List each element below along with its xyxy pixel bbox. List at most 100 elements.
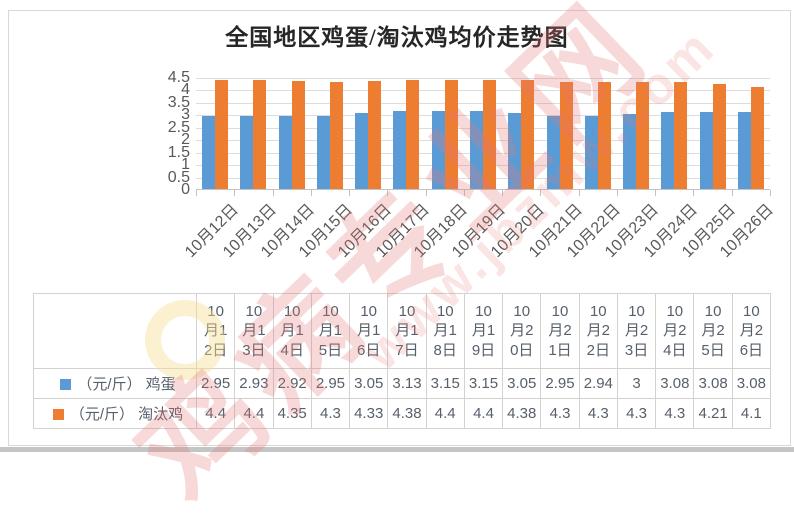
culled-chicken-bar: [368, 81, 382, 189]
table-empty-corner-cell: [33, 293, 197, 369]
table-header-cell-date: 10 月1 2日: [195, 293, 236, 369]
culled-chicken-bar: [750, 86, 764, 189]
legend-cell-egg: （元/斤） 鸡蛋: [33, 368, 197, 399]
gridline: [196, 78, 770, 79]
table-value-cell: 4.38: [502, 398, 542, 429]
y-axis-label: 1: [181, 156, 190, 174]
table-header-cell-date: 10 月2 5日: [693, 293, 733, 369]
legend-cell-culled-chicken: （元/斤） 淘汰鸡: [33, 398, 197, 429]
table-header-cell-date: 10 月1 8日: [425, 293, 465, 369]
table-header-cell-date: 10 月1 4日: [272, 293, 312, 369]
table-row-culled-chicken: （元/斤） 淘汰鸡 4.4 4.4 4.35 4.3 4.33 4.38 4.4 4.4 4.38…: [33, 398, 772, 429]
egg-bar: [393, 111, 407, 189]
table-row-egg: （元/斤） 鸡蛋 2.95 2.93 2.92 2.95 3.05 3.13 3.15 3.15…: [33, 368, 772, 399]
table-header-cell-date: 10 月2 1日: [540, 293, 580, 369]
legend-swatch-icon: [60, 379, 72, 390]
egg-bar: [546, 115, 560, 189]
egg-bar: [737, 112, 751, 189]
egg-bar: [278, 116, 292, 189]
table-header-cell-date: 10 月1 6日: [349, 293, 389, 369]
table-value-cell: 3.08: [655, 368, 695, 399]
table-header-cell-date: 10 月1 7日: [387, 293, 427, 369]
table-value-cell: 3.08: [693, 368, 733, 399]
y-axis-label: 1.5: [167, 143, 190, 161]
table-value-cell: 3.15: [425, 368, 465, 399]
table-value-cell: 4.3: [655, 398, 695, 429]
table-value-cell: 4.3: [616, 398, 657, 429]
culled-chicken-bar: [559, 81, 573, 189]
table-header-cell-date: 10 月2 0日: [502, 293, 542, 369]
table-value-cell: 3.15: [463, 368, 504, 399]
y-axis-label: 3: [181, 106, 190, 124]
table-value-cell: 2.92: [272, 368, 312, 399]
x-axis-tick: [655, 190, 657, 196]
culled-chicken-bar: [329, 81, 343, 189]
culled-chicken-bar: [215, 79, 229, 189]
table-header-cell-date: 10 月2 2日: [578, 293, 618, 369]
chart-plot: [196, 78, 770, 190]
y-axis-label: 2.5: [167, 118, 190, 136]
x-axis-tick: [272, 190, 274, 196]
table-value-cell: 4.3: [540, 398, 580, 429]
egg-bar: [431, 110, 445, 189]
table-value-cell: 4.4: [234, 398, 274, 429]
egg-bar: [202, 115, 216, 189]
table-value-cell: 2.95: [540, 368, 580, 399]
culled-chicken-bar: [636, 81, 650, 189]
y-axis-label: 4: [181, 81, 190, 99]
table-header-cell-date: 10 月1 5日: [310, 293, 351, 369]
table-value-cell: 4.1: [731, 398, 772, 429]
egg-bar: [240, 116, 254, 189]
x-axis-tick: [425, 190, 427, 196]
culled-chicken-bar: [712, 84, 726, 189]
table-header-row: 10 月1 2日 10 月1 3日 10 月1 4日 10 月1 5日 10 月1 6日…: [33, 293, 772, 369]
egg-bar: [661, 112, 675, 189]
x-axis-tick: [234, 190, 236, 196]
table-value-cell: 3.08: [731, 368, 772, 399]
y-axis-label: 4.5: [167, 69, 190, 86]
y-axis-label: 0: [181, 181, 190, 198]
culled-chicken-bar: [444, 79, 458, 189]
y-axis-label: 2: [181, 131, 190, 149]
table-value-cell: 2.93: [234, 368, 274, 399]
x-axis-tick: [731, 190, 733, 196]
x-axis-tick: [693, 190, 695, 196]
x-axis-tick: [196, 190, 197, 196]
table-header-cell-date: 10 月2 3日: [616, 293, 657, 369]
culled-chicken-bar: [406, 80, 420, 189]
table-value-cell: 4.21: [693, 398, 733, 429]
table-header-cell-date: 10 月2 6日: [731, 293, 772, 369]
culled-chicken-bar: [521, 80, 535, 189]
culled-chicken-bar: [253, 79, 267, 189]
culled-chicken-bar: [597, 81, 611, 189]
y-axis-label: 0.5: [167, 168, 190, 186]
table-value-cell: 3: [616, 368, 657, 399]
table-value-cell: 4.4: [195, 398, 236, 429]
table-value-cell: 3.13: [387, 368, 427, 399]
table-value-cell: 4.3: [578, 398, 618, 429]
table-value-cell: 2.94: [578, 368, 618, 399]
egg-bar: [584, 115, 598, 189]
egg-bar: [623, 114, 637, 189]
table-value-cell: 4.4: [425, 398, 465, 429]
x-axis-tick: [616, 190, 618, 196]
table-value-cell: 4.33: [349, 398, 389, 429]
egg-bar: [508, 113, 522, 189]
table-value-cell: 2.95: [195, 368, 236, 399]
table-value-cell: 4.35: [272, 398, 312, 429]
legend-swatch-icon: [52, 409, 64, 420]
culled-chicken-bar: [291, 80, 305, 189]
table-header-cell-date: 10 月1 3日: [234, 293, 274, 369]
egg-bar: [699, 112, 713, 189]
culled-chicken-bar: [483, 79, 496, 189]
table-value-cell: 2.95: [310, 368, 351, 399]
bottom-edge-bar: [0, 447, 794, 452]
table-header-cell-date: 10 月1 9日: [463, 293, 504, 369]
egg-bar: [316, 115, 330, 189]
table-value-cell: 3.05: [349, 368, 389, 399]
x-axis-tick: [349, 190, 351, 196]
price-table: 10 月1 2日 10 月1 3日 10 月1 4日 10 月1 5日 10 月1 6日…: [33, 293, 772, 429]
culled-chicken-bar: [674, 81, 688, 189]
x-axis-line: [196, 189, 770, 190]
table-value-cell: 3.05: [502, 368, 542, 399]
